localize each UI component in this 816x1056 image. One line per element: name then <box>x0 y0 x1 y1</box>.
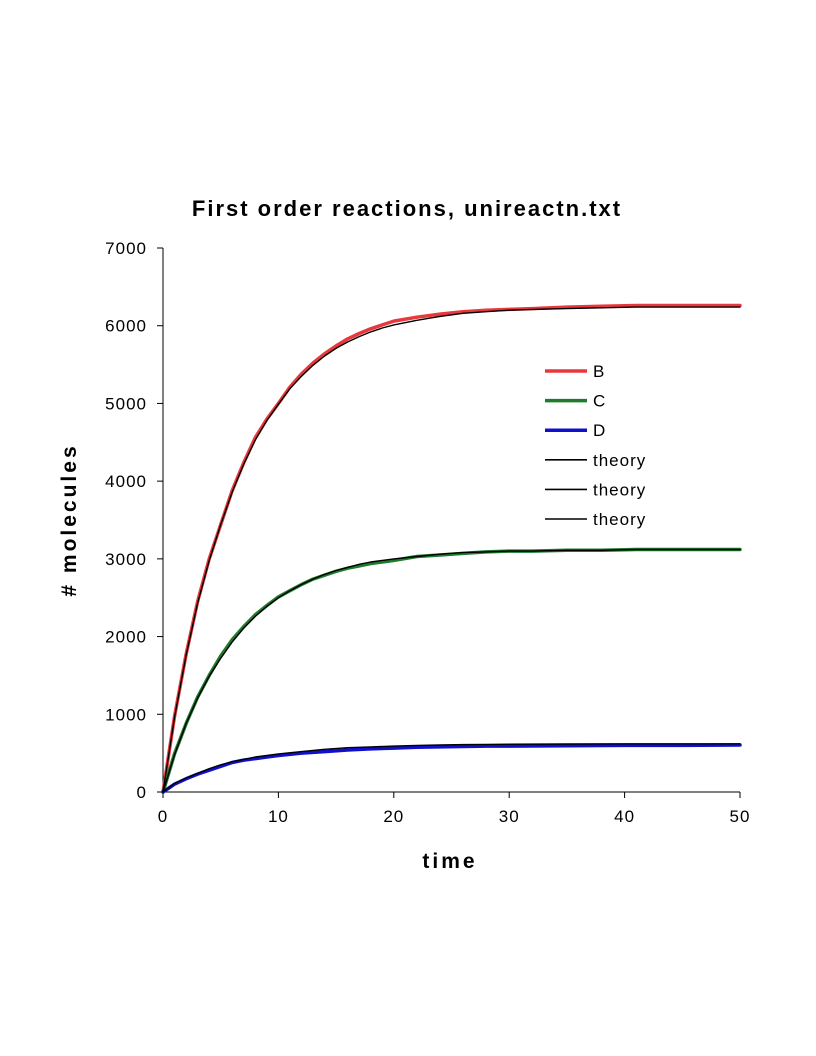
y-axis-label: # molecules <box>58 443 81 596</box>
series-line-D <box>161 743 742 794</box>
chart-title: First order reactions, unireactn.txt <box>192 196 622 221</box>
legend-label: theory <box>593 451 646 470</box>
x-axis-label: time <box>422 850 477 873</box>
x-axis-ticks: 0 10 20 30 40 50 <box>158 792 751 826</box>
y-tick-label: 4000 <box>105 472 147 491</box>
x-tick-label: 20 <box>383 807 404 826</box>
legend-label: D <box>593 421 606 440</box>
legend-label: C <box>593 392 606 411</box>
axes <box>162 248 740 793</box>
y-axis-ticks: 0 1000 2000 3000 4000 5000 6000 7000 <box>105 239 163 802</box>
y-tick-label: 6000 <box>105 317 147 336</box>
y-tick-label: 0 <box>137 783 147 802</box>
plot-area <box>161 303 742 794</box>
series-line-theory-4 <box>162 548 741 793</box>
x-tick-label: 30 <box>499 807 520 826</box>
legend-label: theory <box>593 480 646 499</box>
series-line-C <box>161 547 742 794</box>
series-line-theory-3 <box>162 306 741 793</box>
y-tick-label: 1000 <box>105 705 147 724</box>
x-tick-label: 40 <box>614 807 635 826</box>
x-tick-label: 10 <box>268 807 289 826</box>
series-line-theory-5 <box>162 743 741 793</box>
y-tick-label: 5000 <box>105 394 147 413</box>
y-tick-label: 3000 <box>105 550 147 569</box>
y-tick-label: 7000 <box>105 239 147 258</box>
y-tick-label: 2000 <box>105 628 147 647</box>
x-tick-label: 50 <box>730 807 751 826</box>
legend-label: B <box>593 362 605 381</box>
legend-label: theory <box>593 510 646 529</box>
x-tick-label: 0 <box>158 807 168 826</box>
